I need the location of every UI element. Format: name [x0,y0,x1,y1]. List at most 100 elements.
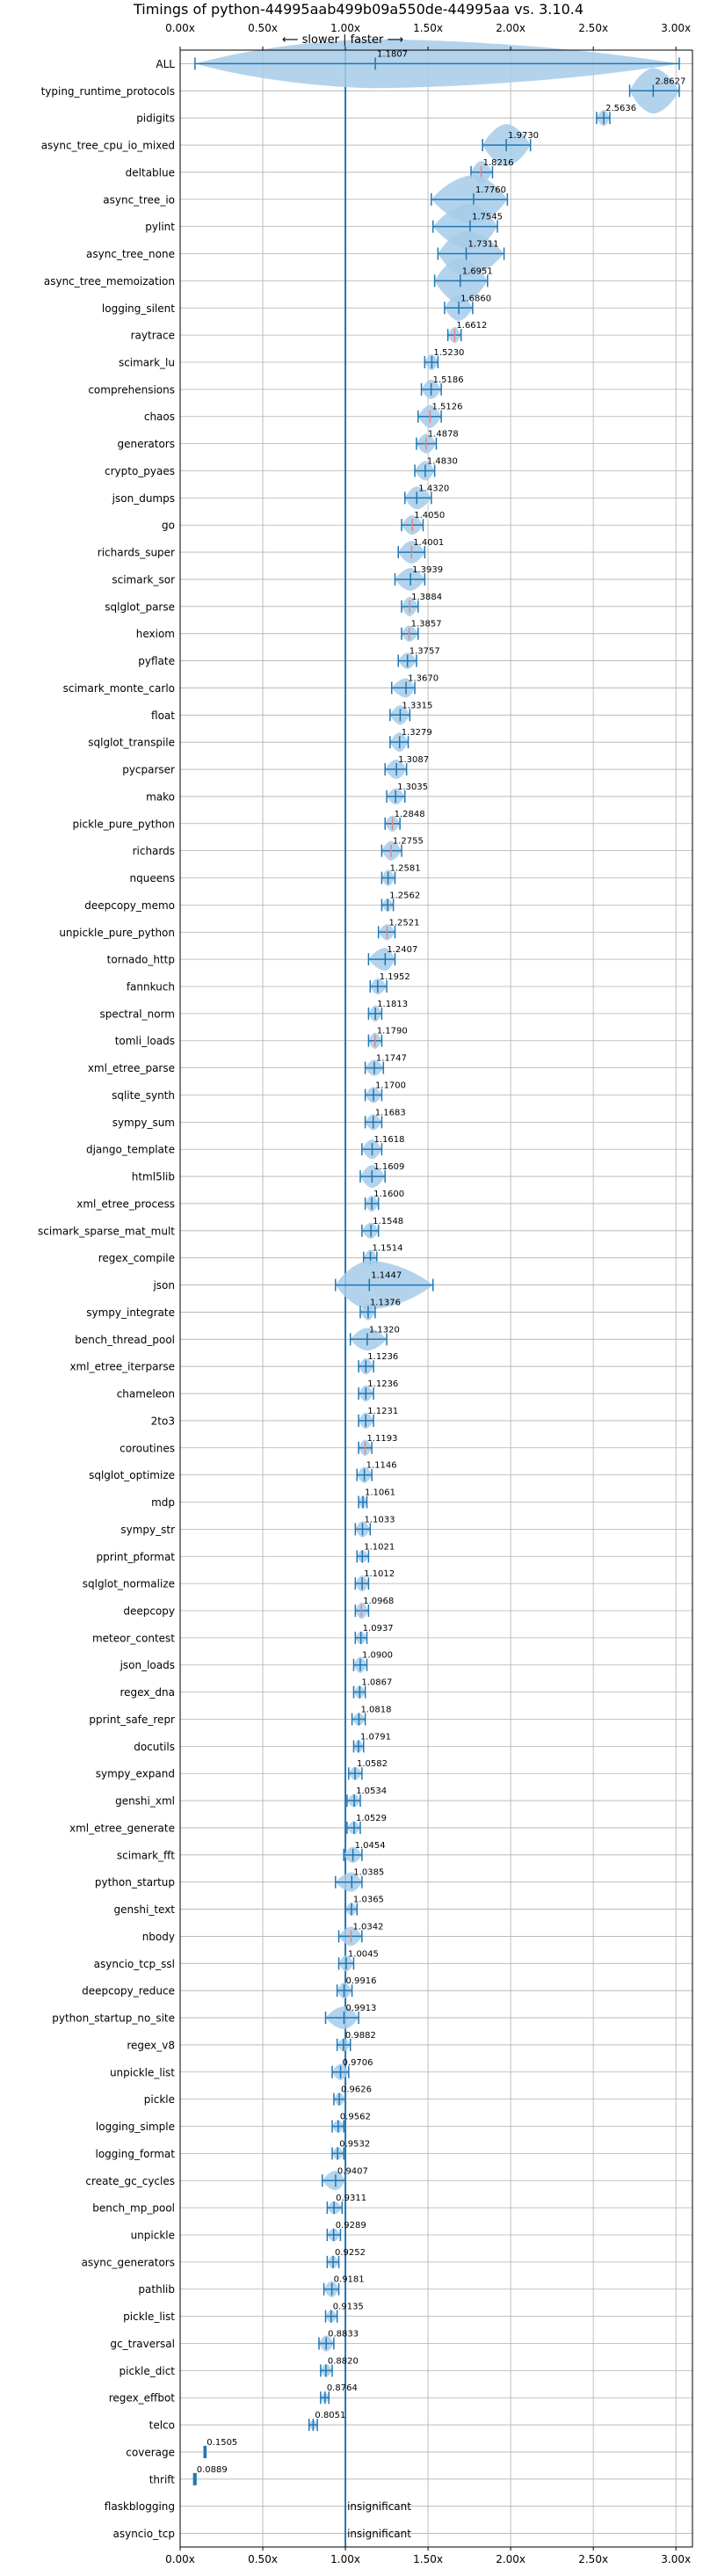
value-label: 0.9289 [336,2221,366,2230]
value-label: 0.9706 [343,2058,373,2068]
value-label: 1.1700 [375,1081,406,1090]
chart-marks: 1.1807 2.8627 2.5636 1.9730 1.8216 1.7760 1.75… [192,39,685,2547]
benchmark-label: pickle_list [123,2310,175,2323]
benchmark-label: html5lib [132,1171,175,1183]
benchmark-label: regex_v8 [127,2039,175,2051]
value-label: 1.2521 [388,918,419,928]
benchmark-label: logging_silent [102,302,175,315]
benchmark-label: sympy_integrate [86,1306,175,1319]
value-label: 1.3087 [398,755,429,765]
benchmark-label: asyncio_tcp [112,2528,175,2540]
benchmark-label: mdp [151,1496,175,1509]
x-axis-ticks: 0.00x 0.00x 0.50x 0.50x 1.00x 1.00x 1.50x 1.50x… [165,22,691,2565]
benchmark-label: coroutines [120,1442,175,1454]
x-tick-label-top: 1.50x [413,22,443,34]
benchmark-label: sqlglot_normalize [83,1578,175,1590]
benchmark-label: sqlglot_optimize [89,1469,175,1481]
value-label: 1.6612 [456,321,487,331]
value-label: 0.9407 [337,2166,368,2176]
benchmark-label: richards_super [98,547,175,559]
value-label: 1.3315 [402,701,432,710]
benchmark-label: sqlite_synth [112,1089,175,1102]
value-label: 1.0385 [353,1868,384,1878]
benchmark-label: spectral_norm [99,1008,175,1020]
x-tick-label-top: 1.00x [330,22,360,34]
value-label: 2.5636 [605,104,636,113]
benchmark-label: deltablue [126,166,175,178]
x-tick-label-bottom: 1.00x [330,2553,360,2565]
value-label: 1.0534 [356,1786,387,1796]
value-label: 1.1231 [367,1407,398,1416]
x-tick-label-top: 2.00x [496,22,525,34]
benchmark-label: nbody [142,1931,175,1943]
benchmark-label: asyncio_tcp_ssl [94,1958,175,1970]
benchmark-label: typing_runtime_protocols [41,85,175,98]
value-label: 0.9181 [334,2275,365,2285]
benchmark-label: python_startup_no_site [52,2012,175,2025]
value-label: 1.3884 [411,593,442,602]
value-label: 1.1600 [373,1190,404,1199]
value-label: 1.1747 [376,1054,407,1064]
value-label: 1.8216 [483,158,514,168]
benchmark-label: comprehensions [88,383,175,396]
value-label: 1.1618 [373,1135,404,1145]
benchmark-label: pathlib [138,2283,175,2296]
benchmark-label: telco [149,2420,175,2432]
value-label: 1.1193 [367,1434,398,1444]
value-label: 1.1376 [370,1298,401,1307]
benchmark-label: pycparser [122,764,175,776]
benchmark-label: scimark_fft [117,1849,175,1861]
benchmark-label: generators [117,438,175,450]
value-label: 0.9882 [345,2031,376,2041]
value-label: 1.4878 [428,430,459,440]
benchmark-label: crypto_pyaes [105,465,175,477]
benchmark-label: regex_dna [120,1686,175,1699]
benchmark-label: xml_etree_iterparse [69,1361,175,1373]
benchmark-label: python_startup [95,1876,175,1888]
benchmark-label: logging_simple [96,2121,175,2133]
x-tick-label-top: 0.00x [165,22,195,34]
benchmark-label: raytrace [131,330,175,342]
benchmark-label: deepcopy_memo [84,899,175,912]
benchmark-label: xml_etree_parse [88,1062,175,1074]
benchmark-label: xml_etree_generate [69,1822,175,1834]
value-label: 1.1061 [365,1488,395,1498]
value-label: 0.8820 [328,2356,359,2366]
benchmark-label: async_tree_cpu_io_mixed [41,140,175,152]
value-label: 1.0454 [355,1841,386,1851]
value-label: 1.4320 [418,484,449,493]
benchmark-label: chameleon [117,1388,175,1401]
benchmark-label: unpickle_list [110,2066,175,2078]
benchmark-label: gc_traversal [110,2338,175,2350]
value-label: 1.0529 [356,1814,387,1823]
benchmark-label: thrift [149,2473,176,2485]
value-label: 1.3939 [412,565,443,575]
benchmark-label: genshi_xml [115,1795,175,1808]
benchmark-label: pidigits [136,113,175,125]
value-label: 0.9916 [345,1976,376,1986]
value-label: 1.0968 [363,1597,394,1606]
benchmark-label: sympy_sum [112,1117,175,1129]
benchmark-label: sympy_str [120,1524,175,1536]
benchmark-label: async_tree_none [86,248,175,260]
benchmark-label: hexiom [136,628,175,640]
benchmark-label: richards [133,845,175,857]
benchmark-label: deepcopy [123,1605,175,1618]
value-label: 1.6951 [462,266,493,276]
benchmark-label: async_tree_memoization [44,275,175,287]
value-label: 1.1807 [377,49,408,59]
value-label: 1.3757 [409,647,440,657]
value-label: 1.1790 [377,1027,408,1037]
x-tick-label-bottom: 2.50x [578,2553,608,2565]
value-label: 1.1609 [373,1162,404,1172]
value-label: 1.0791 [360,1732,391,1742]
benchmark-label: pylint [145,221,175,233]
benchmark-label: sympy_expand [96,1768,175,1780]
value-label: 0.9135 [333,2303,364,2312]
value-label: 1.1033 [364,1515,395,1524]
x-tick-label-bottom: 2.00x [496,2553,525,2565]
value-label: 0.9913 [345,2004,376,2013]
value-label: 0.8051 [315,2411,345,2420]
value-label: 1.1952 [380,972,410,982]
value-label: 1.0365 [353,1896,384,1905]
